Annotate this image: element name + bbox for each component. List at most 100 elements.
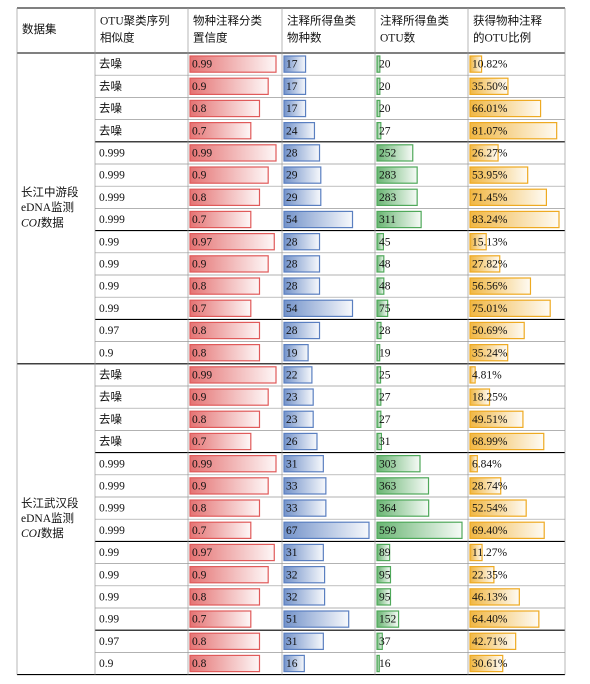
data-bar	[376, 366, 382, 384]
cell-value: 16	[286, 658, 298, 670]
data-bar	[469, 632, 517, 651]
cell-value: 0.9	[192, 81, 207, 93]
cell-value: 69.40%	[472, 525, 508, 537]
cell-value: 51	[286, 614, 298, 626]
cell-value: 75	[379, 303, 391, 315]
cell-value: 283	[379, 170, 397, 182]
cell-value: 363	[379, 481, 397, 493]
cell-value: 71.45%	[472, 192, 508, 204]
data-bar	[376, 477, 430, 495]
cell-value: 17	[286, 81, 298, 93]
cell-value: 0.99	[99, 259, 119, 271]
data-bar	[469, 565, 495, 584]
data-bar	[283, 610, 350, 628]
data-bar	[189, 299, 252, 318]
cell-value: 49.51%	[472, 414, 508, 426]
data-bar	[469, 77, 509, 95]
cell-value: 去噪	[99, 124, 122, 137]
data-bar	[189, 321, 261, 340]
data-bar	[376, 654, 380, 673]
data-bar	[189, 277, 261, 295]
header-label: 物种数	[287, 31, 322, 45]
header-label: 物种注释分类	[193, 14, 262, 28]
data-bar	[189, 543, 275, 562]
data-bar	[469, 366, 476, 384]
group-label: 长江中游段	[21, 185, 79, 199]
data-bar	[283, 77, 307, 95]
data-bar	[376, 299, 389, 318]
data-bar	[469, 654, 504, 673]
header-label: OTU聚类序列	[100, 14, 170, 28]
data-bar	[469, 188, 547, 206]
data-bar	[469, 521, 545, 540]
data-bar	[469, 610, 540, 628]
cell-value: 48	[379, 281, 391, 293]
cell-value: 30.61%	[472, 658, 508, 670]
data-bar	[189, 144, 277, 162]
data-bar	[283, 543, 324, 562]
cell-value: 0.99	[99, 614, 119, 626]
data-bar	[376, 255, 385, 273]
cell-value: 68.99%	[472, 436, 508, 448]
data-bar	[376, 55, 381, 73]
cell-value: 28	[379, 325, 391, 337]
cell-value: 28	[286, 281, 298, 293]
cell-value: 25	[379, 370, 391, 382]
data-bar	[189, 344, 261, 362]
data-bar	[469, 588, 520, 606]
cell-value: 29	[286, 170, 298, 182]
group-label: COI数据	[21, 215, 64, 229]
data-bar	[283, 632, 324, 651]
cell-value: 26.27%	[472, 148, 508, 160]
data-bar	[469, 388, 491, 406]
cell-value: 0.99	[99, 281, 119, 293]
data-bar	[189, 233, 275, 251]
cell-value: 32	[286, 592, 298, 604]
data-bar	[283, 499, 327, 517]
cell-value: 28	[286, 325, 298, 337]
cell-value: 0.9	[99, 347, 114, 359]
data-bar	[283, 410, 314, 429]
data-bar	[189, 521, 252, 540]
data-bar	[469, 344, 509, 362]
data-bar	[283, 588, 326, 606]
cell-value: 0.97	[99, 636, 119, 648]
data-bar	[376, 410, 382, 429]
cell-value: 252	[379, 148, 397, 160]
cell-value: 15.13%	[472, 236, 508, 248]
data-bar	[469, 410, 524, 429]
data-bar	[376, 543, 391, 562]
data-bar	[376, 188, 418, 206]
cell-value: 0.8	[192, 503, 207, 515]
data-bar	[283, 99, 307, 118]
data-bar	[189, 610, 252, 628]
cell-value: 67	[286, 525, 298, 537]
cell-value: 33	[286, 481, 298, 493]
data-bar	[283, 321, 321, 340]
cell-value: 48	[379, 259, 391, 271]
cell-value: 0.9	[192, 569, 207, 581]
cell-value: 0.999	[99, 481, 125, 493]
cell-value: 23	[286, 414, 298, 426]
cell-value: 16	[379, 658, 391, 670]
cell-value: 去噪	[99, 58, 122, 71]
italic-label: COI	[21, 217, 42, 229]
data-bar	[189, 188, 261, 206]
cell-value: 0.7	[192, 214, 207, 226]
data-bar	[469, 499, 527, 517]
data-bar	[376, 432, 382, 451]
cell-value: 24	[286, 125, 298, 137]
data-bar	[189, 477, 269, 495]
data-bar	[283, 366, 313, 384]
cell-value: 29	[286, 192, 298, 204]
data-bar	[376, 233, 384, 251]
cell-value: 0.97	[192, 547, 212, 559]
cell-value: 0.999	[99, 214, 125, 226]
cell-value: 0.9	[192, 170, 207, 182]
cell-value: 去噪	[99, 435, 122, 448]
cell-value: 28	[286, 259, 298, 271]
header-label: 数据集	[22, 22, 57, 36]
data-bar	[283, 432, 318, 451]
data-bar	[469, 99, 542, 118]
